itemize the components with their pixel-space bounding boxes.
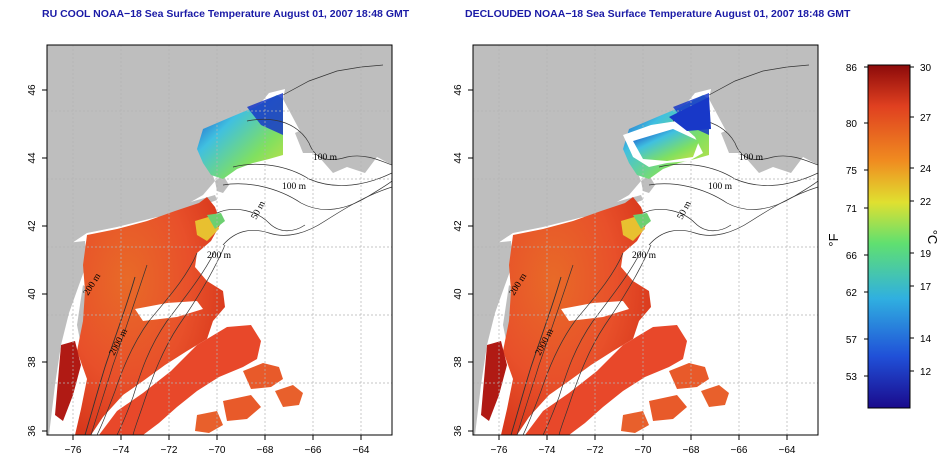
latitude-tick-label: 46 <box>453 84 464 96</box>
longitude-tick-label: −64 <box>353 445 370 456</box>
latitude-tick-label: 44 <box>27 152 38 164</box>
colorbar-celsius-ticks: 30 27 24 22 19 17 14 12 <box>910 63 932 378</box>
left-panel-title: RU COOL NOAA−18 Sea Surface Temperature … <box>42 8 410 20</box>
fahrenheit-tick-label: 86 <box>846 63 858 74</box>
right-contour-label: 100 m <box>739 153 764 163</box>
celsius-unit-label: °C <box>925 230 940 245</box>
left-plot-frame <box>46 44 393 436</box>
colorbar-fahrenheit-ticks: 86 80 75 71 66 62 57 53 <box>846 63 868 383</box>
longitude-tick-label: −74 <box>539 445 556 456</box>
fahrenheit-tick-label: 71 <box>846 204 858 215</box>
right-contour-label: 100 m <box>708 182 733 192</box>
left-contour-label: 200 m <box>207 251 232 261</box>
longitude-tick-label: −72 <box>161 445 178 456</box>
fahrenheit-tick-label: 75 <box>846 166 858 177</box>
left-contour-label: 100 m <box>313 153 338 163</box>
colorbar-gradient <box>867 64 911 409</box>
fahrenheit-tick-label: 53 <box>846 372 858 383</box>
longitude-tick-label: −70 <box>209 445 226 456</box>
axis-layer: −76 −74 −72 −70 −68 −66 −64 36 38 40 42 44 46 −76 −74 −… <box>27 84 796 456</box>
fahrenheit-tick-label: 62 <box>846 288 858 299</box>
latitude-tick-label: 38 <box>453 356 464 368</box>
longitude-tick-label: −68 <box>257 445 274 456</box>
latitude-tick-label: 46 <box>27 84 38 96</box>
longitude-tick-label: −76 <box>491 445 508 456</box>
longitude-tick-label: −64 <box>779 445 796 456</box>
longitude-tick-label: −66 <box>305 445 322 456</box>
longitude-tick-label: −76 <box>65 445 82 456</box>
left-contour-label: 100 m <box>282 182 307 192</box>
fahrenheit-tick-label: 66 <box>846 251 858 262</box>
latitude-tick-label: 42 <box>453 220 464 232</box>
right-map-panel: 100 m 100 m 50 m 200 m 200 m 2000 m <box>472 44 819 436</box>
celsius-tick-label: 24 <box>920 164 932 175</box>
latitude-tick-label: 36 <box>453 425 464 437</box>
longitude-tick-label: −74 <box>113 445 130 456</box>
left-map-panel: 100 m 100 m 50 m 200 m 200 m 2000 m <box>46 44 393 436</box>
celsius-tick-label: 27 <box>920 113 932 124</box>
longitude-tick-label: −66 <box>731 445 748 456</box>
celsius-tick-label: 17 <box>920 282 932 293</box>
latitude-tick-label: 44 <box>453 152 464 164</box>
fahrenheit-tick-label: 57 <box>846 335 858 346</box>
right-plot-frame <box>472 44 819 436</box>
right-panel-title: DECLOUDED NOAA−18 Sea Surface Temperatur… <box>465 8 851 20</box>
longitude-tick-label: −68 <box>683 445 700 456</box>
longitude-tick-label: −72 <box>587 445 604 456</box>
latitude-tick-label: 36 <box>27 425 38 437</box>
colorbar: 86 80 75 71 66 62 57 53 30 27 24 22 19 17 14 12 °F °C <box>826 63 940 409</box>
fahrenheit-unit-label: °F <box>826 233 841 246</box>
celsius-tick-label: 30 <box>920 63 932 74</box>
longitude-tick-label: −70 <box>635 445 652 456</box>
latitude-tick-label: 42 <box>27 220 38 232</box>
latitude-tick-label: 38 <box>27 356 38 368</box>
right-contour-label: 200 m <box>632 251 657 261</box>
celsius-tick-label: 22 <box>920 197 932 208</box>
latitude-tick-label: 40 <box>27 288 38 300</box>
celsius-tick-label: 19 <box>920 249 932 260</box>
celsius-tick-label: 12 <box>920 367 932 378</box>
latitude-tick-label: 40 <box>453 288 464 300</box>
celsius-tick-label: 14 <box>920 334 932 345</box>
fahrenheit-tick-label: 80 <box>846 119 858 130</box>
